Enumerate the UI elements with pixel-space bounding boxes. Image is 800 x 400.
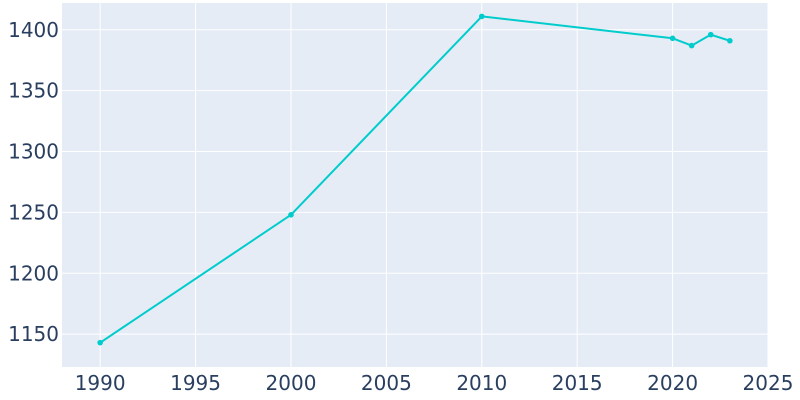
data-point xyxy=(669,35,676,42)
data-point xyxy=(688,42,695,49)
y-axis-ticks: 1150 1200 1250 1300 1350 1400 xyxy=(8,18,59,346)
data-point xyxy=(707,31,714,38)
x-tick-label: 2000 xyxy=(266,371,317,395)
data-point xyxy=(97,339,103,346)
x-tick-label: 2010 xyxy=(456,371,507,395)
data-point xyxy=(288,212,294,218)
data-point xyxy=(727,37,733,44)
x-tick-label: 2025 xyxy=(743,371,794,395)
x-axis-ticks: 1990 1995 2000 2005 2010 2015 2020 2025 xyxy=(75,371,794,395)
x-tick-label: 1995 xyxy=(170,371,221,395)
x-tick-label: 2005 xyxy=(361,371,412,395)
data-points xyxy=(97,13,733,346)
y-tick-label: 1300 xyxy=(8,140,59,164)
x-tick-label: 1990 xyxy=(75,371,126,395)
y-tick-label: 1400 xyxy=(8,18,59,42)
x-tick-label: 2015 xyxy=(552,371,603,395)
plot-background xyxy=(62,3,768,367)
y-tick-label: 1150 xyxy=(8,322,59,346)
grid-lines xyxy=(62,3,769,367)
y-tick-label: 1350 xyxy=(8,79,59,103)
y-tick-label: 1200 xyxy=(8,261,59,285)
x-tick-label: 2020 xyxy=(647,371,698,395)
data-point xyxy=(478,13,485,20)
y-tick-label: 1250 xyxy=(8,200,59,224)
